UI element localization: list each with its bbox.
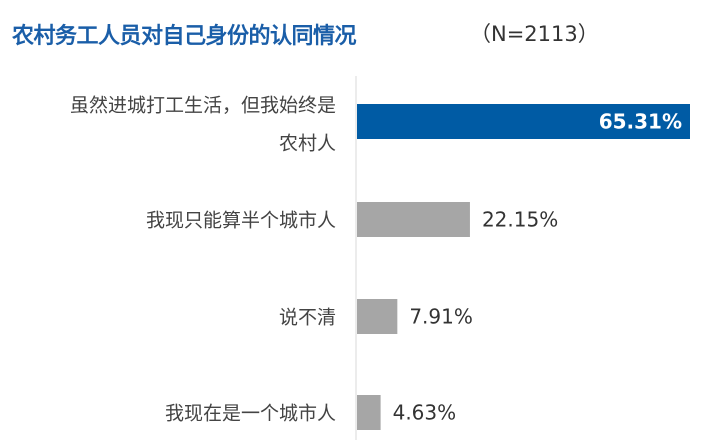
category-label-3: 说不清 [279, 307, 336, 329]
category-label-2: 我现只能算半个城市人 [146, 210, 336, 232]
data-label-4: 4.63% [393, 401, 457, 425]
bar-2 [357, 202, 470, 237]
chart-title: 农村务工人员对自己身份的认同情况 [12, 24, 357, 49]
bar-1 [357, 104, 690, 139]
chart-subtitle: （N=2113） [470, 22, 599, 46]
data-label-2: 22.15% [482, 208, 558, 232]
bar-4 [357, 395, 381, 430]
data-label-3: 7.91% [409, 305, 473, 329]
category-label-4: 我现在是一个城市人 [165, 403, 336, 425]
category-label-1: 农村人 [279, 133, 336, 155]
bar-3 [357, 299, 398, 334]
category-label-1: 虽然进城打工生活，但我始终是 [70, 95, 336, 117]
data-label-1: 65.31% [599, 110, 682, 134]
